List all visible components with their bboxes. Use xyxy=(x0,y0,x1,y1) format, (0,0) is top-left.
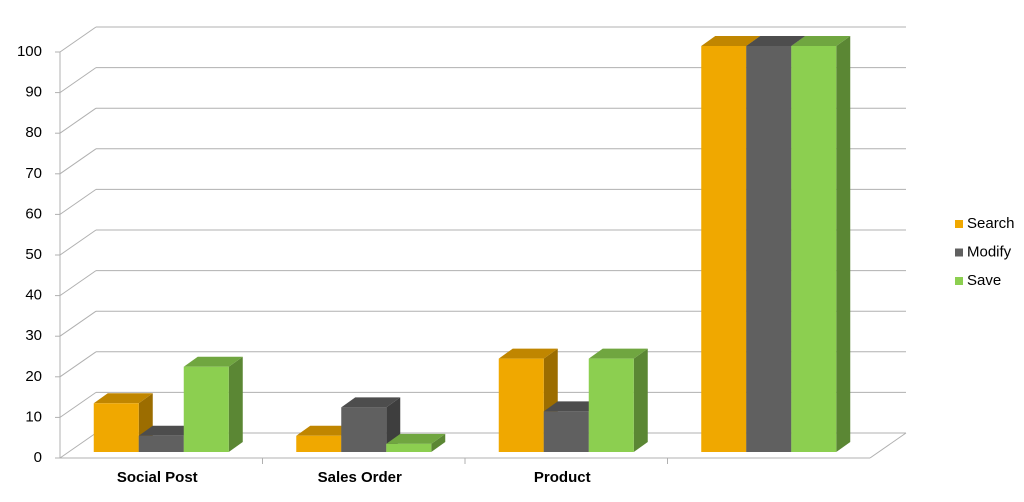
x-tick-label: Product xyxy=(534,469,591,486)
grid-line-side xyxy=(59,391,97,418)
grid-line-side xyxy=(59,310,97,337)
bar-top xyxy=(386,433,446,444)
legend-swatch xyxy=(955,248,963,257)
bar-front xyxy=(183,366,229,452)
grid-line-side xyxy=(59,107,97,134)
bar-side xyxy=(836,36,851,452)
floor-side xyxy=(869,432,907,459)
y-tick-label: 100 xyxy=(17,43,42,60)
bar-top xyxy=(701,36,761,46)
grid-line-side xyxy=(59,351,97,378)
bar-front xyxy=(543,411,589,452)
grid-line-side xyxy=(59,432,97,459)
grid-line-side xyxy=(59,188,97,215)
bar xyxy=(341,397,401,452)
y-tick-label: 90 xyxy=(25,84,42,101)
bar-side xyxy=(431,433,446,452)
y-tick-label: 30 xyxy=(25,327,42,344)
bar-front xyxy=(341,407,387,452)
grid-line-side xyxy=(59,229,97,256)
y-tick-label: 80 xyxy=(25,124,42,141)
y-tick-label: 50 xyxy=(25,246,42,263)
bar-front xyxy=(386,443,432,452)
bar-front xyxy=(701,46,747,452)
grid-line-side xyxy=(59,67,97,94)
bar xyxy=(183,356,243,452)
y-tick-label: 70 xyxy=(25,165,42,182)
y-tick-label: 60 xyxy=(25,205,42,222)
legend-swatch xyxy=(955,277,963,285)
legend-label: Search xyxy=(967,215,1015,232)
grid-line-side xyxy=(59,270,97,297)
bar-top xyxy=(746,36,806,46)
x-tick-label: Sales Order xyxy=(318,469,402,486)
bar-front xyxy=(138,435,184,452)
bar-top xyxy=(341,397,401,408)
bar-front xyxy=(296,435,342,452)
bar-top xyxy=(588,348,648,359)
grid-line-side xyxy=(59,148,97,175)
bar-top xyxy=(791,36,851,46)
bar-front xyxy=(588,358,634,452)
y-tick-label: 20 xyxy=(25,368,42,385)
bar xyxy=(791,36,851,452)
legend-label: Modify xyxy=(967,243,1012,260)
bar xyxy=(386,433,446,452)
bar-front xyxy=(498,358,544,452)
bar-top xyxy=(498,348,558,359)
legend-swatch xyxy=(955,220,963,228)
y-tick-label: 0 xyxy=(34,449,42,466)
bar-side xyxy=(633,348,648,452)
bar-top xyxy=(296,425,356,436)
y-tick-label: 40 xyxy=(25,287,42,304)
legend-label: Save xyxy=(967,272,1001,289)
bar-front xyxy=(791,46,837,452)
bar-top xyxy=(93,393,153,404)
bar-top xyxy=(543,401,603,412)
bar-side xyxy=(228,356,243,452)
bar xyxy=(588,348,648,452)
grid-line-side xyxy=(59,26,97,53)
bar-top xyxy=(138,425,198,436)
bar-front xyxy=(93,403,139,452)
bar-front xyxy=(746,46,792,452)
bar-top xyxy=(183,356,243,367)
y-tick-label: 10 xyxy=(25,408,42,425)
bar xyxy=(93,393,153,452)
x-tick-label: Social Post xyxy=(117,469,198,486)
